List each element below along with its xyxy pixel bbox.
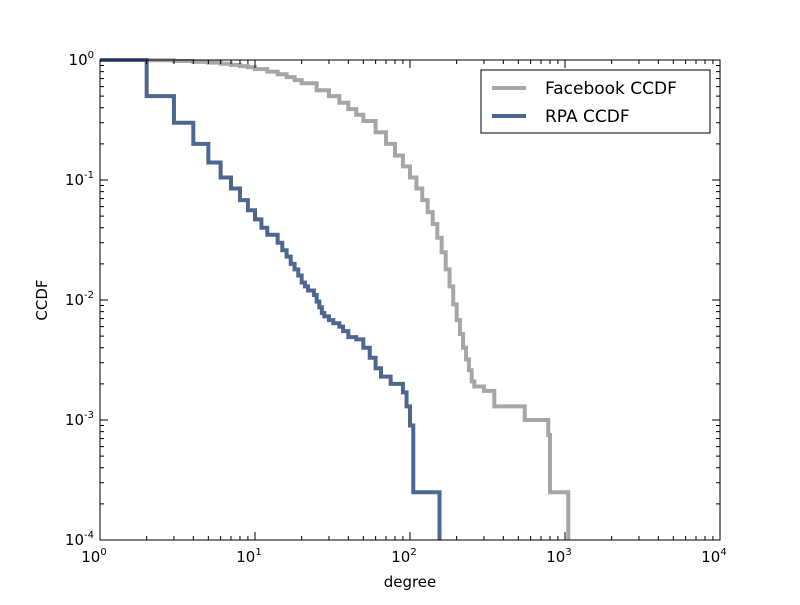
y-tick-label: 10-2 [65, 290, 94, 309]
y-tick-label: 10-4 [65, 530, 94, 549]
y-tick-label: 100 [69, 50, 94, 69]
y-tick-label: 10-1 [65, 170, 94, 189]
series-line-rpa-ccdf [100, 58, 442, 540]
y-axis-title: CCDF [33, 279, 51, 320]
y-axis-ticks: 100 10-1 10-2 10-3 10-4 [65, 50, 720, 549]
legend-label-facebook: Facebook CCDF [545, 79, 677, 99]
x-tick-label: 102 [391, 547, 416, 566]
legend-label-rpa: RPA CCDF [545, 107, 630, 127]
x-tick-label: 100 [81, 547, 106, 566]
legend-box [480, 69, 711, 134]
series-line-facebook-ccdf [100, 58, 571, 540]
x-axis-title: degree [384, 573, 437, 591]
series-layer [100, 58, 571, 540]
x-tick-label: 101 [236, 547, 261, 566]
plot-area-background [100, 60, 720, 540]
x-tick-label: 104 [701, 547, 726, 566]
legend: Facebook CCDF RPA CCDF [480, 69, 711, 134]
x-tick-label: 103 [546, 547, 571, 566]
y-tick-label: 10-3 [65, 410, 94, 429]
